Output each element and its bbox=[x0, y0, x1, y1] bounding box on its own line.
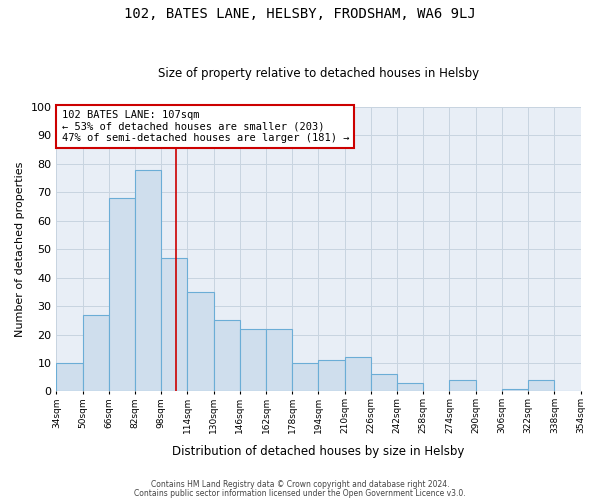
Bar bbox=[266, 329, 292, 392]
Text: Contains HM Land Registry data © Crown copyright and database right 2024.: Contains HM Land Registry data © Crown c… bbox=[151, 480, 449, 489]
Bar bbox=[214, 320, 240, 392]
Bar bbox=[292, 363, 319, 392]
Title: Size of property relative to detached houses in Helsby: Size of property relative to detached ho… bbox=[158, 66, 479, 80]
Bar bbox=[109, 198, 135, 392]
Y-axis label: Number of detached properties: Number of detached properties bbox=[15, 162, 25, 337]
X-axis label: Distribution of detached houses by size in Helsby: Distribution of detached houses by size … bbox=[172, 444, 464, 458]
Text: 102 BATES LANE: 107sqm
← 53% of detached houses are smaller (203)
47% of semi-de: 102 BATES LANE: 107sqm ← 53% of detached… bbox=[62, 110, 349, 143]
Bar bbox=[319, 360, 344, 392]
Bar bbox=[161, 258, 187, 392]
Bar bbox=[135, 170, 161, 392]
Bar bbox=[83, 314, 109, 392]
Bar bbox=[240, 329, 266, 392]
Text: 102, BATES LANE, HELSBY, FRODSHAM, WA6 9LJ: 102, BATES LANE, HELSBY, FRODSHAM, WA6 9… bbox=[124, 8, 476, 22]
Bar bbox=[344, 358, 371, 392]
Bar bbox=[187, 292, 214, 392]
Bar bbox=[56, 363, 83, 392]
Bar bbox=[449, 380, 476, 392]
Bar bbox=[581, 388, 600, 392]
Bar bbox=[397, 383, 423, 392]
Bar bbox=[528, 380, 554, 392]
Bar bbox=[502, 388, 528, 392]
Bar bbox=[371, 374, 397, 392]
Text: Contains public sector information licensed under the Open Government Licence v3: Contains public sector information licen… bbox=[134, 488, 466, 498]
